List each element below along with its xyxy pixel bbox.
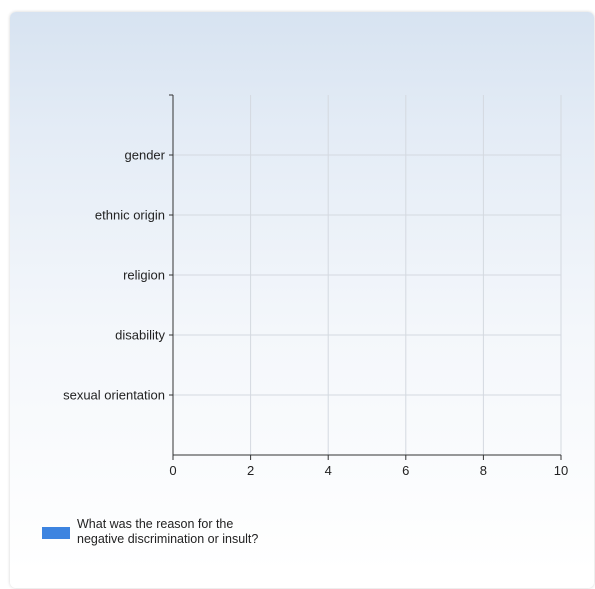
category-label: disability — [115, 328, 165, 343]
chart-card — [10, 12, 594, 588]
tick-labels: gender ethnic origin religion disability sex… — [63, 148, 568, 479]
legend: What was the reason for the negative dis… — [42, 517, 277, 547]
axes — [169, 94, 562, 460]
x-tick-label: 0 — [169, 463, 176, 478]
legend-swatch — [42, 527, 70, 539]
category-label: religion — [123, 268, 165, 283]
x-tick-label: 8 — [480, 463, 487, 478]
x-tick-label: 4 — [325, 463, 332, 478]
x-tick-label: 2 — [247, 463, 254, 478]
legend-label: What was the reason for the negative dis… — [77, 517, 259, 546]
x-tick-label: 10 — [554, 463, 568, 478]
category-label: sexual orientation — [63, 388, 165, 403]
category-label: gender — [125, 148, 166, 163]
grid-lines — [173, 95, 562, 455]
category-label: ethnic origin — [95, 208, 165, 223]
x-tick-label: 6 — [402, 463, 409, 478]
